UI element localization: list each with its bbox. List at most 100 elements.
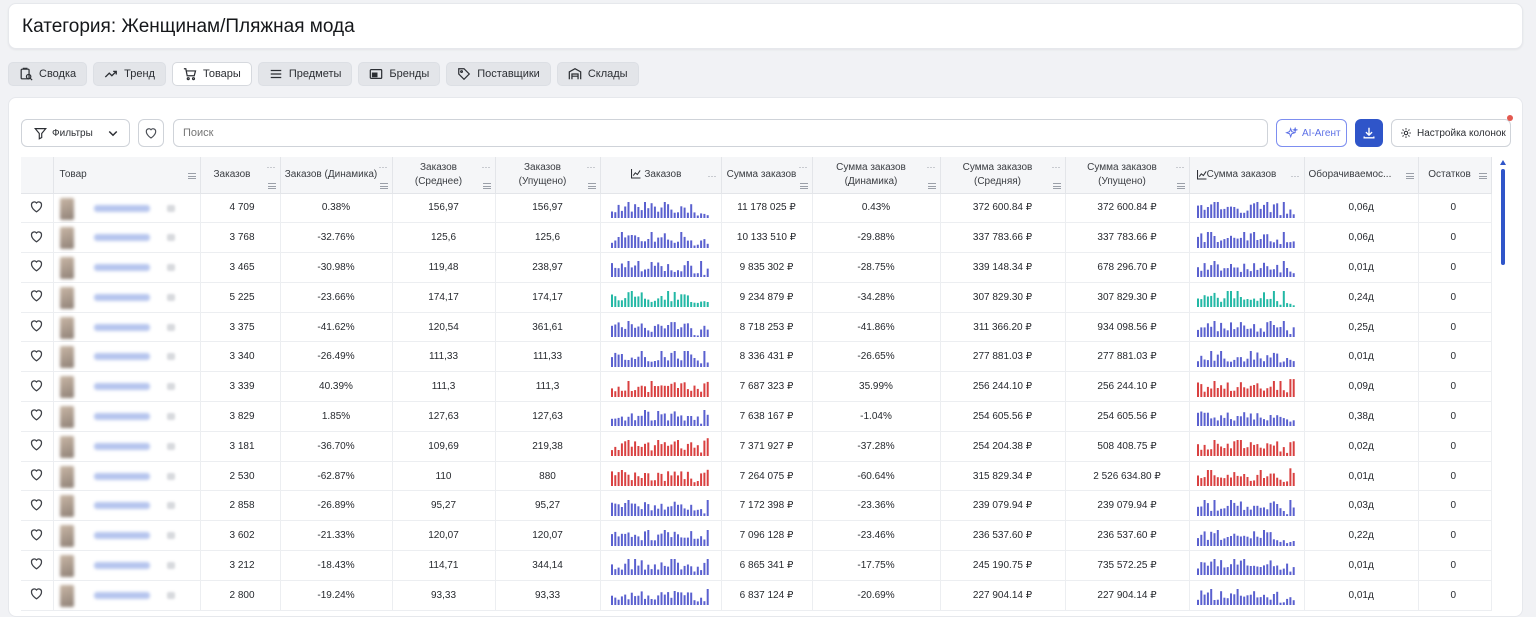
tab-warehouses[interactable]: Склады — [556, 62, 639, 86]
heart-icon[interactable] — [29, 467, 44, 482]
product-cell[interactable] — [53, 520, 201, 552]
heart-icon[interactable] — [29, 288, 44, 303]
product-cell[interactable] — [53, 312, 201, 343]
product-thumbnail[interactable] — [59, 555, 74, 578]
column-menu-icon[interactable] — [1052, 182, 1061, 189]
column-menu-icon[interactable] — [927, 182, 936, 189]
product-cell[interactable] — [53, 490, 201, 522]
column-header-turnover[interactable]: Оборачиваемос... — [1304, 157, 1419, 194]
table-row[interactable]: 3 181 -36.70% 109,69 219,38 7 371 927 ₽ -37.2… — [21, 431, 1492, 462]
tab-suppliers[interactable]: Поставщики — [446, 62, 551, 86]
column-menu-icon[interactable] — [1176, 182, 1185, 189]
column-header-stock[interactable]: Остатков — [1418, 157, 1492, 194]
product-name-blurred[interactable] — [93, 532, 150, 540]
product-name-blurred[interactable] — [93, 323, 150, 331]
favorites-filter-button[interactable] — [138, 119, 164, 147]
table-row[interactable]: 3 465 -30.98% 119,48 238,97 9 835 302 ₽ -28.7… — [21, 252, 1492, 283]
product-name-blurred[interactable] — [93, 442, 150, 450]
product-name-blurred[interactable] — [93, 383, 150, 391]
favorite-cell[interactable] — [21, 580, 54, 611]
product-thumbnail[interactable] — [59, 406, 74, 429]
heart-icon[interactable] — [29, 318, 44, 333]
more-icon[interactable]: ··· — [1290, 171, 1300, 181]
product-thumbnail[interactable] — [59, 465, 74, 488]
favorite-cell[interactable] — [21, 193, 54, 224]
table-row[interactable]: 3 340 -26.49% 111,33 111,33 8 336 431 ₽ -26.6… — [21, 341, 1492, 373]
column-header-product[interactable]: Товар — [53, 157, 201, 194]
product-name-blurred[interactable] — [93, 353, 150, 361]
product-thumbnail[interactable] — [59, 286, 74, 309]
more-icon[interactable]: ··· — [481, 162, 491, 172]
column-menu-icon[interactable] — [379, 182, 388, 189]
favorite-cell[interactable] — [21, 520, 54, 552]
favorite-cell[interactable] — [21, 431, 54, 462]
table-row[interactable]: 2 800 -19.24% 93,33 93,33 6 837 124 ₽ -20.69%… — [21, 580, 1492, 611]
heart-icon[interactable] — [29, 199, 44, 214]
heart-icon[interactable] — [29, 258, 44, 273]
product-thumbnail[interactable] — [59, 376, 74, 399]
sort-icon[interactable] — [799, 182, 808, 189]
favorite-cell[interactable] — [21, 371, 54, 403]
column-header-sum-average[interactable]: Сумма заказов (Средняя) ··· — [940, 157, 1066, 194]
favorite-cell[interactable] — [21, 490, 54, 522]
heart-icon[interactable] — [29, 378, 44, 393]
favorite-cell[interactable] — [21, 222, 54, 254]
product-cell[interactable] — [53, 461, 201, 492]
column-header-sum[interactable]: Сумма заказов ··· — [721, 157, 813, 194]
column-settings-button[interactable]: Настройка колонок — [1391, 119, 1511, 147]
product-name-blurred[interactable] — [93, 472, 150, 480]
more-icon[interactable]: ··· — [378, 162, 388, 172]
more-icon[interactable]: ··· — [1051, 162, 1061, 172]
filters-button[interactable]: Фильтры — [21, 119, 130, 147]
product-cell[interactable] — [53, 222, 201, 254]
heart-icon[interactable] — [29, 527, 44, 542]
column-header-orders[interactable]: Заказов ··· — [200, 157, 281, 194]
download-button[interactable] — [1355, 119, 1383, 147]
column-menu-icon[interactable] — [187, 172, 196, 179]
table-row[interactable]: 2 530 -62.87% 110 880 7 264 075 ₽ -60.64% 315 … — [21, 461, 1492, 492]
more-icon[interactable]: ··· — [586, 162, 596, 172]
table-row[interactable]: 5 225 -23.66% 174,17 174,17 9 234 879 ₽ -34.2… — [21, 282, 1492, 313]
product-name-blurred[interactable] — [93, 234, 150, 242]
product-thumbnail[interactable] — [59, 435, 74, 458]
search-input[interactable] — [173, 119, 1268, 147]
heart-icon[interactable] — [29, 229, 44, 244]
product-name-blurred[interactable] — [93, 264, 150, 272]
more-icon[interactable]: ··· — [266, 162, 276, 172]
product-thumbnail[interactable] — [59, 525, 74, 548]
table-row[interactable]: 3 768 -32.76% 125,6 125,6 10 133 510 ₽ -29.88… — [21, 222, 1492, 254]
column-header-sum-lost[interactable]: Сумма заказов (Упущено) ··· — [1065, 157, 1190, 194]
table-row[interactable]: 4 709 0.38% 156,97 156,97 11 178 025 ₽0.43% 3… — [21, 193, 1492, 224]
tab-brands[interactable]: Бренды — [358, 62, 441, 86]
more-icon[interactable]: ··· — [1175, 162, 1185, 172]
favorite-cell[interactable] — [21, 401, 54, 432]
column-menu-icon[interactable] — [587, 182, 596, 189]
column-header-orders-average[interactable]: Заказов (Среднее) ··· — [392, 157, 496, 194]
product-thumbnail[interactable] — [59, 346, 74, 369]
product-cell[interactable] — [53, 282, 201, 313]
more-icon[interactable]: ··· — [798, 162, 808, 172]
product-cell[interactable] — [53, 401, 201, 432]
product-cell[interactable] — [53, 252, 201, 283]
product-cell[interactable] — [53, 193, 201, 224]
product-cell[interactable] — [53, 341, 201, 373]
more-icon[interactable]: ··· — [926, 162, 936, 172]
product-name-blurred[interactable] — [93, 204, 150, 212]
heart-icon[interactable] — [29, 586, 44, 601]
table-row[interactable]: 3 602 -21.33% 120,07 120,07 7 096 128 ₽ -23.4… — [21, 520, 1492, 552]
product-cell[interactable] — [53, 431, 201, 462]
product-cell[interactable] — [53, 550, 201, 581]
product-name-blurred[interactable] — [93, 562, 150, 570]
product-cell[interactable] — [53, 580, 201, 611]
product-name-blurred[interactable] — [93, 413, 150, 421]
table-row[interactable]: 3 212 -18.43% 114,71 344,14 6 865 341 ₽ -17.7… — [21, 550, 1492, 581]
column-menu-icon[interactable] — [1478, 172, 1487, 179]
product-thumbnail[interactable] — [59, 257, 74, 280]
column-menu-icon[interactable] — [267, 182, 276, 189]
table-row[interactable]: 2 858 -26.89% 95,27 95,27 7 172 398 ₽ -23.36%… — [21, 490, 1492, 522]
product-thumbnail[interactable] — [59, 495, 74, 518]
heart-icon[interactable] — [29, 556, 44, 571]
column-header-sum-chart[interactable]: Сумма заказов ··· — [1189, 157, 1305, 194]
column-header-orders-dynamics[interactable]: Заказов (Динамика) ··· — [280, 157, 393, 194]
favorite-cell[interactable] — [21, 252, 54, 283]
